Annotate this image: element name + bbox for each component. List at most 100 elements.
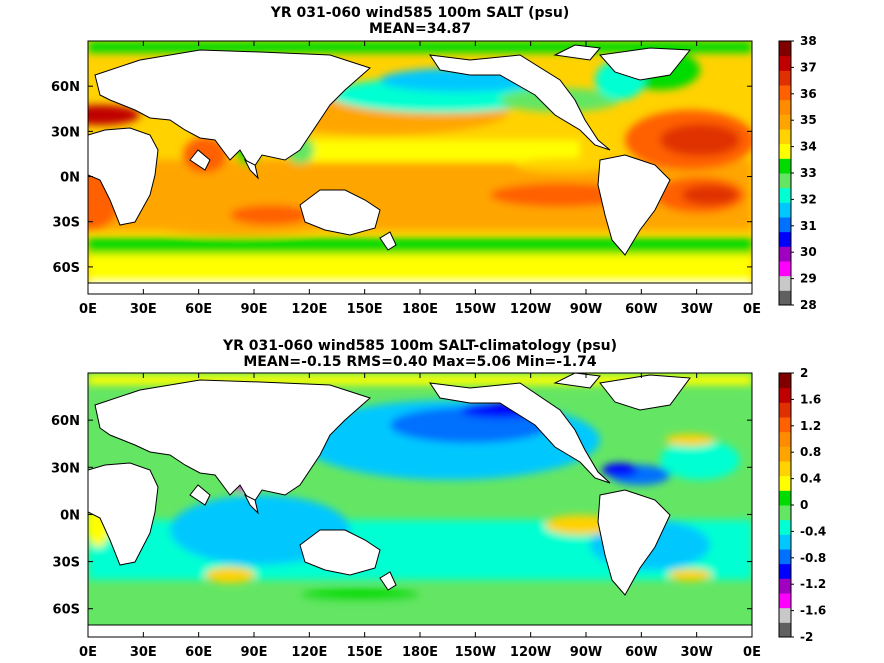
colorbar-swatch [779,490,791,506]
bottom-y-axis: 60N 30N 0N 30S 60S [51,414,752,618]
colorbar-swatch [779,461,791,477]
colorbar-swatch [779,246,791,262]
y-tick-label: 0N [60,508,80,523]
colorbar-label: 1.2 [800,419,821,433]
x-tick-label: 120E [291,645,327,660]
top-map-field [88,41,752,294]
colorbar-swatch [779,578,791,594]
bottom-title: YR 031-060 wind585 100m SALT-climatology… [222,338,617,354]
y-tick-label: 0N [60,171,80,186]
x-tick-label: 30W [680,302,712,317]
top-panel: YR 031-060 wind585 100m SALT (psu) MEAN=… [51,5,817,317]
y-tick-label: 30N [51,125,80,140]
bottom-colorbar: 2 1.6 1.2 0.8 0.4 0 -0.4 -0.8 -1.2 -1.6 -2 [778,366,826,644]
colorbar-label: 34 [800,140,817,154]
colorbar-swatch [779,402,791,418]
x-tick-label: 120W [510,645,551,660]
x-tick-label: 60W [625,302,657,317]
colorbar-swatch [779,622,791,638]
colorbar-swatch [779,70,791,86]
colorbar-label: -0.4 [800,524,826,538]
colorbar-label: 0.8 [800,445,821,459]
x-tick-label: 150E [347,302,383,317]
colorbar-swatch [779,563,791,579]
colorbar-label: 35 [800,113,817,127]
colorbar-swatch [779,275,791,291]
x-tick-label: 150E [347,645,383,660]
colorbar-swatch [779,261,791,277]
bottom-subtitle: MEAN=-0.15 RMS=0.40 Max=5.06 Min=-1.74 [243,354,597,370]
colorbar-label: 36 [800,87,817,101]
colorbar-swatch [779,187,791,203]
x-tick-label: 60E [185,302,212,317]
colorbar-swatch [779,41,791,57]
x-tick-label: 180E [402,645,438,660]
colorbar-swatch [779,387,791,403]
bottom-panel: YR 031-060 wind585 100m SALT-climatology… [51,338,826,660]
colorbar-swatch [779,129,791,145]
colorbar-swatch [779,446,791,462]
x-tick-label: 120E [291,302,327,317]
x-tick-label: 90E [241,302,268,317]
colorbar-label: -0.8 [800,551,826,565]
colorbar-swatch [779,114,791,130]
x-tick-label: 150W [455,302,496,317]
bottom-land [88,373,752,637]
top-x-axis: 0E 30E 60E 90E 120E 150E 180E 150W 120W 90W 60W 30W… [79,41,761,317]
y-tick-label: 30S [53,556,80,571]
colorbar-label: 0 [800,498,808,512]
colorbar-swatch [779,431,791,447]
colorbar-swatch [779,217,791,233]
top-y-axis: 60N 30N 0N 30S 60S [51,80,752,276]
x-tick-label: 60W [625,645,657,660]
y-tick-label: 30N [51,461,80,476]
x-tick-label: 90E [241,645,268,660]
x-tick-label: 30E [130,302,157,317]
top-subtitle: MEAN=34.87 [369,21,471,37]
colorbar-label: 31 [800,219,817,233]
colorbar-label: 37 [800,60,817,74]
x-tick-label: 30W [680,645,712,660]
x-tick-label: 0E [743,302,761,317]
y-tick-label: 30S [53,216,80,231]
x-tick-label: 30E [130,645,157,660]
x-tick-label: 0E [79,645,97,660]
top-colorbar: 38 37 36 35 34 33 32 31 30 29 28 [778,34,817,312]
colorbar-label: -1.6 [800,604,826,618]
colorbar-swatch [779,519,791,535]
bottom-map-field [88,373,752,637]
y-tick-label: 60S [53,261,80,276]
y-tick-label: 60N [51,414,80,429]
x-tick-label: 0E [79,302,97,317]
colorbar-label: 38 [800,34,817,48]
colorbar-label: 28 [800,298,817,312]
colorbar-label: 2 [800,366,808,380]
top-land [88,44,752,294]
colorbar-label: 33 [800,166,817,180]
y-tick-label: 60N [51,80,80,95]
y-tick-label: 60S [53,603,80,618]
x-tick-label: 0E [743,645,761,660]
colorbar-label: 32 [800,192,817,206]
colorbar-swatch [779,85,791,101]
colorbar-swatch [779,290,791,306]
colorbar-swatch [779,534,791,550]
bottom-x-axis: 0E 30E 60E 90E 120E 150E 180E 150W 120W 90W 60W 30W… [79,373,761,660]
colorbar-swatch [779,202,791,218]
colorbar-swatch [779,158,791,174]
colorbar-swatch [779,231,791,247]
colorbar-swatch [779,417,791,433]
colorbar-label: -2 [800,630,813,644]
x-tick-label: 180E [402,302,438,317]
colorbar-swatch [779,143,791,159]
colorbar-label: 30 [800,245,817,259]
colorbar-swatch [779,593,791,609]
colorbar-label: 29 [800,272,817,286]
colorbar-swatch [779,607,791,623]
x-tick-label: 60E [185,645,212,660]
colorbar-swatch [779,505,791,521]
top-title: YR 031-060 wind585 100m SALT (psu) [270,5,570,21]
colorbar-swatch [779,55,791,71]
colorbar-swatch [779,99,791,115]
